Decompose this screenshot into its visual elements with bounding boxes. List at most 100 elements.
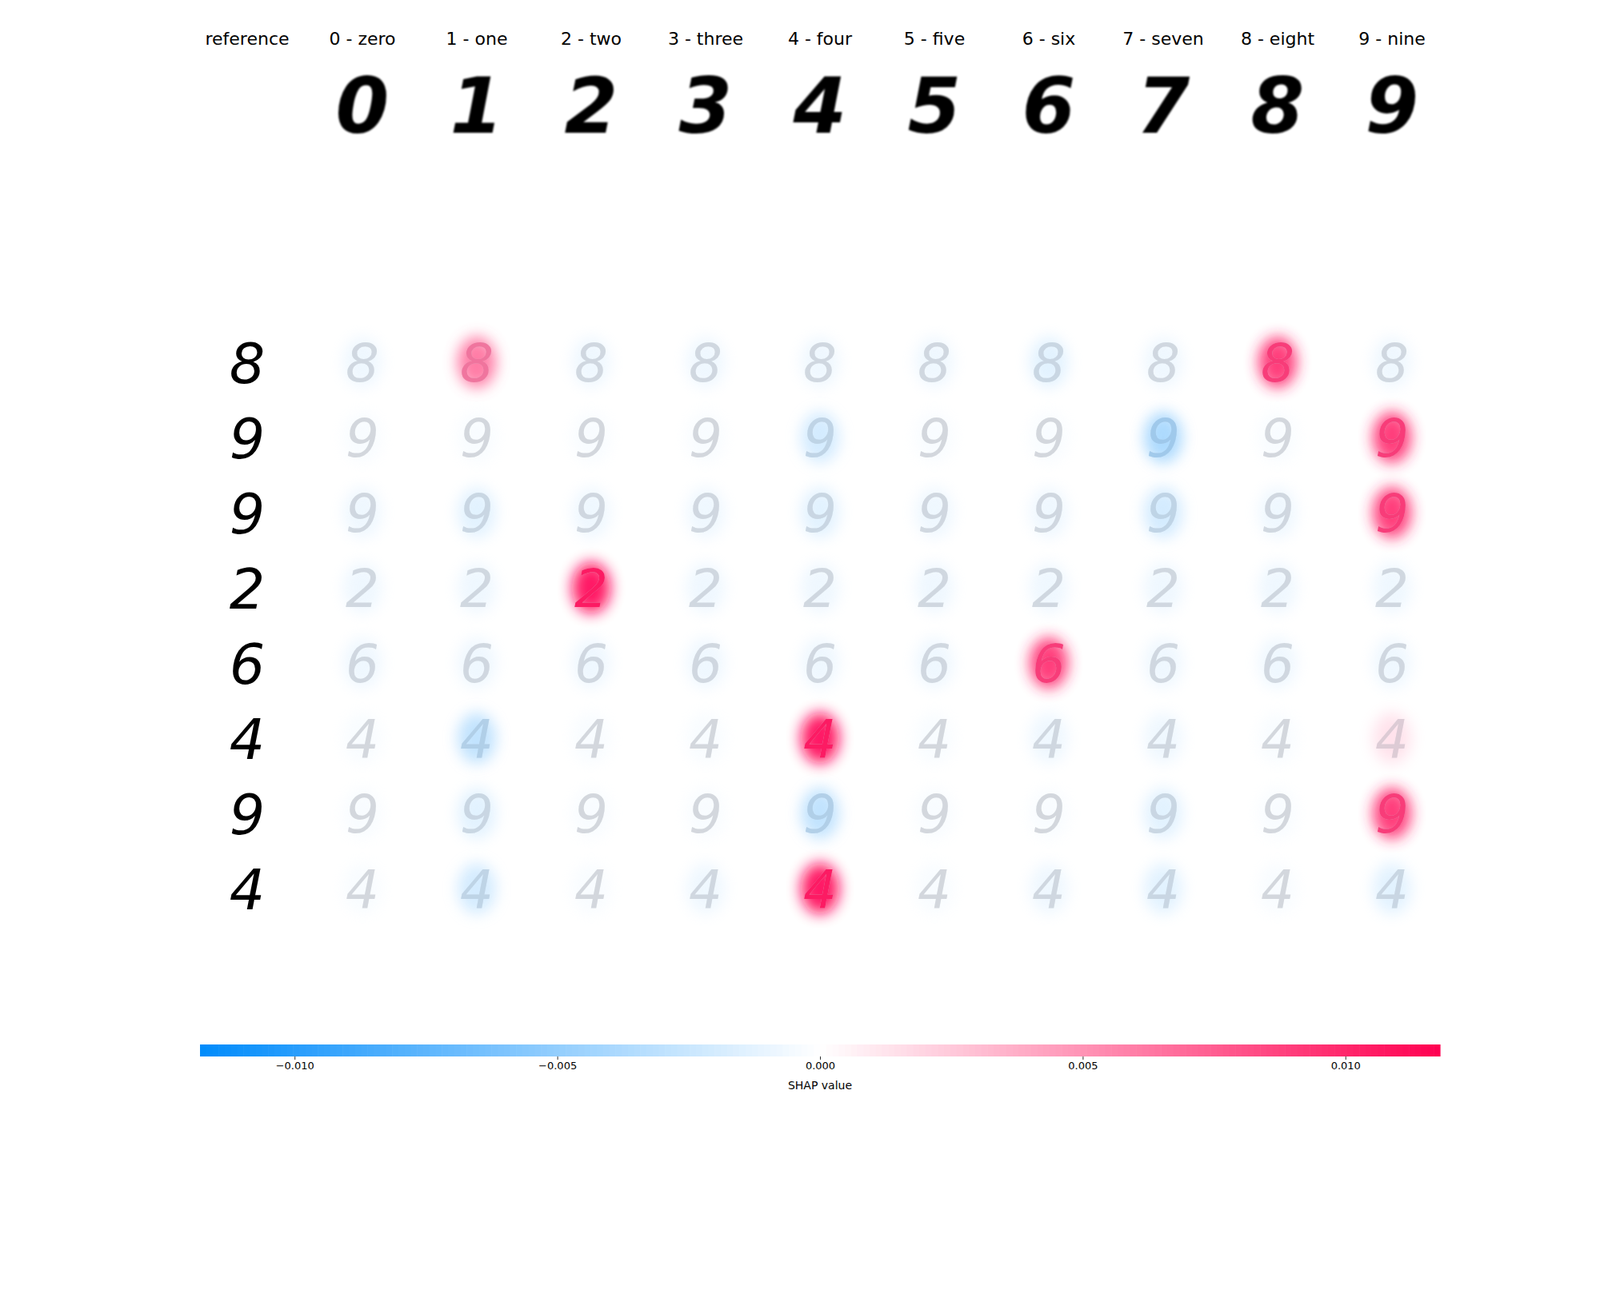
faded-digit: 9	[688, 483, 723, 545]
colorbar-segment	[299, 1044, 306, 1057]
colorbar-segment	[355, 1044, 362, 1057]
column-label: 9 - nine	[1358, 28, 1425, 49]
colorbar-segment	[224, 1044, 232, 1057]
shap-cell: 44	[1258, 708, 1297, 771]
shap-digit: 4	[1260, 708, 1295, 771]
reference-digit: 4	[229, 857, 266, 924]
colorbar-segment	[436, 1044, 443, 1057]
column-label: 1 - one	[446, 28, 508, 49]
shap-digit: 9	[345, 784, 380, 846]
faded-digit: 9	[460, 408, 494, 470]
colorbar-segment	[1421, 1044, 1428, 1057]
shap-cell: 44	[1144, 859, 1183, 921]
shap-cell: 99	[1029, 483, 1068, 545]
shap-digit: 9	[1375, 408, 1409, 470]
colorbar-segment	[237, 1044, 244, 1057]
faded-digit: 4	[574, 859, 608, 921]
colorbar-segment	[584, 1044, 592, 1057]
faded-digit: 2	[917, 558, 952, 620]
colorbar-segment	[1155, 1044, 1162, 1057]
shap-digit: 9	[1260, 483, 1295, 545]
shap-cell: 88	[686, 332, 725, 395]
colorbar-segment	[416, 1044, 424, 1057]
colorbar-segment	[1322, 1044, 1329, 1057]
reference-digit: 9	[229, 782, 266, 848]
colorbar-segment	[727, 1044, 734, 1057]
faded-digit: 4	[1375, 708, 1409, 771]
shap-digit: 2	[1146, 558, 1180, 620]
colorbar-segment	[646, 1044, 653, 1057]
colorbar-segment	[968, 1044, 976, 1057]
colorbar	[200, 1044, 1441, 1057]
colorbar-segment	[615, 1044, 622, 1057]
colorbar-segment	[603, 1044, 610, 1057]
shap-digit: 2	[1032, 558, 1066, 620]
colorbar-segment	[479, 1044, 486, 1057]
shap-digit: 2	[574, 558, 608, 620]
shap-digit: 2	[345, 558, 380, 620]
colorbar-segment	[1415, 1044, 1422, 1057]
column-label: 2 - two	[560, 28, 622, 49]
faded-digit: 9	[345, 408, 380, 470]
colorbar-segment	[516, 1044, 523, 1057]
colorbar-segment	[256, 1044, 263, 1057]
shap-cell: 66	[343, 633, 382, 696]
faded-digit: 2	[1375, 558, 1409, 620]
colorbar-segment	[1056, 1044, 1063, 1057]
shap-digit: 8	[688, 332, 723, 395]
colorbar-segment	[684, 1044, 691, 1057]
shap-digit: 4	[460, 859, 494, 921]
shap-digit: 9	[1032, 483, 1066, 545]
shap-cell: 44	[1029, 708, 1068, 771]
faded-digit: 8	[803, 332, 837, 395]
colorbar-segment	[882, 1044, 889, 1057]
shap-cell: 66	[800, 633, 840, 696]
colorbar-segment	[1036, 1044, 1044, 1057]
shap-digit: 9	[574, 784, 608, 846]
colorbar-segment	[733, 1044, 740, 1057]
shap-digit: 9	[1146, 483, 1180, 545]
colorbar-segment	[1372, 1044, 1379, 1057]
shap-digit: 9	[1375, 483, 1409, 545]
colorbar-segment	[380, 1044, 387, 1057]
example-digit: 5	[908, 61, 962, 152]
colorbar-segment	[776, 1044, 784, 1057]
faded-digit: 6	[1146, 633, 1180, 696]
column-label: 3 - three	[668, 28, 744, 49]
colorbar-segment	[565, 1044, 572, 1057]
shap-digit: 9	[917, 784, 952, 846]
shap-cell: 44	[1144, 708, 1183, 771]
faded-digit: 4	[1260, 859, 1295, 921]
colorbar-segment	[894, 1044, 901, 1057]
colorbar-segment	[820, 1044, 827, 1057]
colorbar-segment	[596, 1044, 604, 1057]
shap-cell: 44	[915, 708, 954, 771]
colorbar-segment	[1086, 1044, 1093, 1057]
shap-digit: 6	[460, 633, 494, 696]
colorbar-segment	[937, 1044, 944, 1057]
faded-digit: 8	[574, 332, 608, 395]
shap-cell: 99	[1372, 483, 1412, 545]
faded-digit: 4	[688, 708, 723, 771]
colorbar-segment	[609, 1044, 616, 1057]
colorbar-segment	[553, 1044, 560, 1057]
colorbar-segment	[826, 1044, 833, 1057]
colorbar-segment	[1198, 1044, 1205, 1057]
faded-digit: 4	[803, 859, 837, 921]
shap-cell: 22	[457, 558, 496, 620]
shap-digit: 9	[688, 784, 723, 846]
shap-cell: 88	[915, 332, 954, 395]
colorbar-segment	[745, 1044, 752, 1057]
colorbar-segment	[572, 1044, 579, 1057]
colorbar-segment	[950, 1044, 957, 1057]
shap-digit: 4	[1032, 708, 1066, 771]
shap-cell: 99	[457, 784, 496, 846]
colorbar-segment	[1291, 1044, 1298, 1057]
colorbar-segment	[640, 1044, 647, 1057]
colorbar-segment	[1340, 1044, 1348, 1057]
tick-label: 0.000	[805, 1060, 836, 1072]
colorbar-segment	[578, 1044, 585, 1057]
colorbar-segment	[212, 1044, 220, 1057]
colorbar-segment	[305, 1044, 312, 1057]
shap-cell: 66	[1258, 633, 1297, 696]
